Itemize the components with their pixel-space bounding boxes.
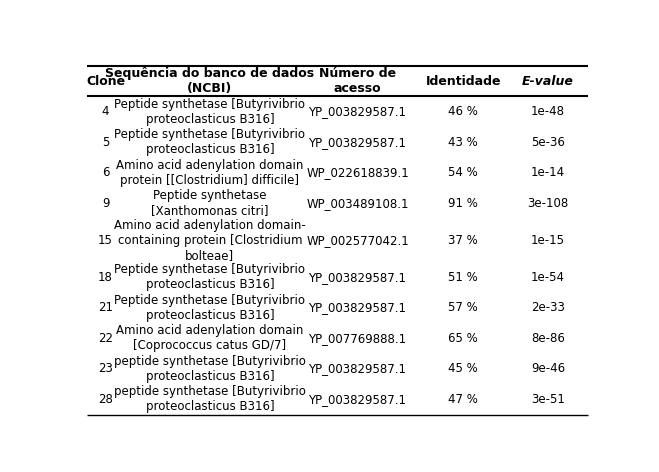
Text: YP_007769888.1: YP_007769888.1 — [308, 332, 407, 345]
Text: 9e-46: 9e-46 — [531, 362, 565, 375]
Text: 1e-14: 1e-14 — [531, 166, 565, 179]
Text: peptide synthetase [Butyrivibrio
proteoclasticus B316]: peptide synthetase [Butyrivibrio proteoc… — [114, 385, 306, 413]
Text: 47 %: 47 % — [448, 393, 478, 406]
Text: YP_003829587.1: YP_003829587.1 — [308, 105, 407, 118]
Text: YP_003829587.1: YP_003829587.1 — [308, 270, 407, 284]
Text: Peptide synthetase [Butyrivibrio
proteoclasticus B316]: Peptide synthetase [Butyrivibrio proteoc… — [115, 98, 305, 126]
Text: Peptide synthetase [Butyrivibrio
proteoclasticus B316]: Peptide synthetase [Butyrivibrio proteoc… — [115, 294, 305, 321]
Text: YP_003829587.1: YP_003829587.1 — [308, 301, 407, 314]
Text: 9: 9 — [101, 197, 109, 210]
Text: 6: 6 — [101, 166, 109, 179]
Text: 28: 28 — [98, 393, 113, 406]
Text: YP_003829587.1: YP_003829587.1 — [308, 393, 407, 406]
Text: 23: 23 — [98, 362, 113, 375]
Text: 18: 18 — [98, 270, 113, 284]
Text: 21: 21 — [98, 301, 113, 314]
Text: 46 %: 46 % — [448, 105, 478, 118]
Text: 5: 5 — [101, 135, 109, 149]
Text: 57 %: 57 % — [449, 301, 478, 314]
Text: 2e-33: 2e-33 — [531, 301, 565, 314]
Text: 3e-51: 3e-51 — [531, 393, 565, 406]
Text: 1e-48: 1e-48 — [531, 105, 565, 118]
Text: E-value: E-value — [522, 75, 574, 87]
Text: 1e-54: 1e-54 — [531, 270, 565, 284]
Text: Sequência do banco de dados
(NCBI): Sequência do banco de dados (NCBI) — [105, 67, 314, 95]
Text: Clone: Clone — [86, 75, 125, 87]
Text: 22: 22 — [98, 332, 113, 345]
Text: Amino acid adenylation domain
[Coprococcus catus GD/7]: Amino acid adenylation domain [Coprococc… — [116, 324, 304, 352]
Text: peptide synthetase [Butyrivibrio
proteoclasticus B316]: peptide synthetase [Butyrivibrio proteoc… — [114, 355, 306, 383]
Text: 43 %: 43 % — [449, 135, 478, 149]
Text: Amino acid adenylation domain
protein [[Clostridium] difficile]: Amino acid adenylation domain protein [[… — [116, 159, 304, 187]
Text: 51 %: 51 % — [449, 270, 478, 284]
Text: YP_003829587.1: YP_003829587.1 — [308, 135, 407, 149]
Text: WP_002577042.1: WP_002577042.1 — [306, 234, 409, 247]
Text: 45 %: 45 % — [449, 362, 478, 375]
Text: Peptide synthetase
[Xanthomonas citri]: Peptide synthetase [Xanthomonas citri] — [151, 189, 269, 217]
Text: Identidade: Identidade — [426, 75, 501, 87]
Text: Número de
acesso: Número de acesso — [319, 67, 396, 95]
Text: 65 %: 65 % — [449, 332, 478, 345]
Text: 1e-15: 1e-15 — [531, 234, 565, 247]
Text: Peptide synthetase [Butyrivibrio
proteoclasticus B316]: Peptide synthetase [Butyrivibrio proteoc… — [115, 263, 305, 291]
Text: YP_003829587.1: YP_003829587.1 — [308, 362, 407, 375]
Text: 54 %: 54 % — [449, 166, 478, 179]
Text: WP_003489108.1: WP_003489108.1 — [306, 197, 409, 210]
Text: 3e-108: 3e-108 — [527, 197, 569, 210]
Text: Peptide synthetase [Butyrivibrio
proteoclasticus B316]: Peptide synthetase [Butyrivibrio proteoc… — [115, 128, 305, 156]
Text: 8e-86: 8e-86 — [531, 332, 565, 345]
Text: 5e-36: 5e-36 — [531, 135, 565, 149]
Text: Amino acid adenylation domain-
containing protein [Clostridium
bolteae]: Amino acid adenylation domain- containin… — [114, 219, 306, 261]
Text: WP_022618839.1: WP_022618839.1 — [306, 166, 409, 179]
Text: 4: 4 — [101, 105, 109, 118]
Text: 91 %: 91 % — [448, 197, 478, 210]
Text: 37 %: 37 % — [449, 234, 478, 247]
Text: 15: 15 — [98, 234, 113, 247]
